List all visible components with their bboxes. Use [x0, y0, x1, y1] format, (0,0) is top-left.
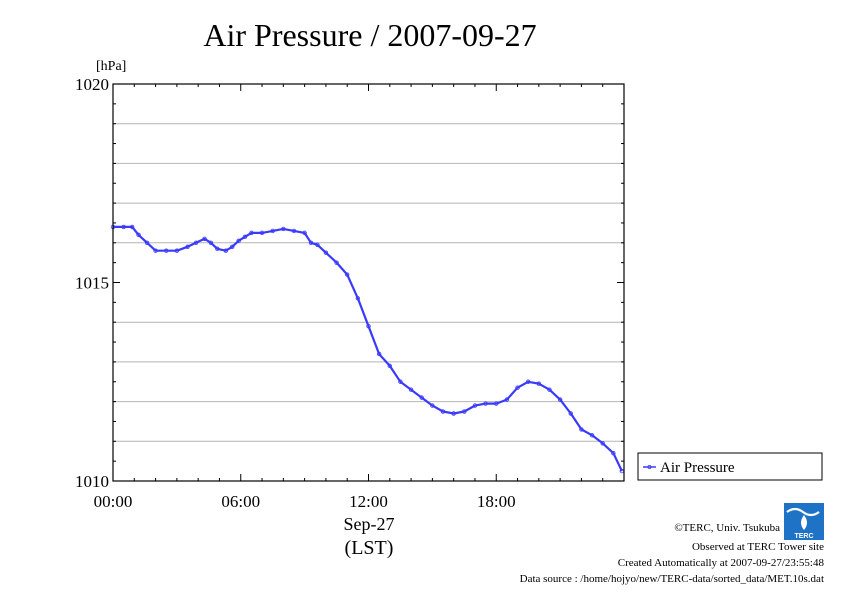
data-point [281, 226, 286, 232]
data-point [387, 363, 392, 369]
chart-title: Air Pressure / 2007-09-27 [203, 17, 536, 53]
data-point [483, 401, 488, 406]
legend: Air Pressure [637, 452, 823, 481]
data-point [249, 230, 254, 236]
data-point [315, 242, 320, 247]
legend-box [637, 452, 823, 481]
logo-wave [786, 507, 820, 517]
data-point [308, 240, 314, 245]
data-point [185, 244, 190, 249]
legend-label: Air Pressure [660, 460, 735, 476]
data-point [129, 224, 135, 230]
y-unit-label: [hPa] [96, 59, 126, 74]
x-axis-label-timezone: (LST) [345, 537, 394, 559]
data-point [236, 238, 241, 244]
data-point [504, 397, 510, 402]
legend-marker [647, 464, 652, 469]
grid-lines [113, 123, 624, 442]
data-point [589, 433, 595, 438]
data-point [419, 395, 424, 400]
data-point [494, 401, 499, 406]
data-point [193, 240, 199, 245]
y-tick-label: 1010 [75, 472, 109, 491]
credit-created: Created Automatically at 2007-09-27/23:5… [618, 557, 825, 569]
data-point [121, 224, 126, 230]
credit-source: Data source : /home/hojyo/new/TERC-data/… [520, 573, 824, 585]
data-point [579, 427, 584, 432]
data-point [230, 244, 235, 249]
credit-copyright: ©TERC, Univ. Tsukuba [674, 522, 780, 534]
data-point [202, 236, 207, 242]
data-point [472, 403, 478, 408]
data-point [398, 379, 403, 384]
data-point [302, 230, 307, 236]
x-tick-label: 00:00 [94, 492, 133, 511]
data-point [557, 397, 563, 402]
data-point [259, 230, 265, 236]
data-point [215, 246, 220, 251]
series-line [113, 225, 623, 472]
x-tick-label: 18:00 [477, 492, 516, 511]
logo-drop [801, 515, 807, 530]
terc-logo: TERC [784, 503, 824, 540]
data-point [334, 260, 339, 265]
credit-site: Observed at TERC Tower site [692, 541, 824, 553]
data-point [376, 351, 382, 357]
data-point [451, 411, 456, 416]
data-point [536, 381, 542, 386]
x-axis-label-date: Sep-27 [344, 514, 395, 534]
data-point [430, 403, 435, 408]
data-point [174, 248, 180, 253]
data-point [568, 411, 573, 416]
data-point [345, 272, 350, 277]
data-point [223, 248, 229, 253]
data-point [366, 323, 371, 329]
data-point [611, 451, 616, 456]
x-tick-label: 06:00 [221, 492, 260, 511]
data-point [600, 441, 605, 446]
data-point [270, 228, 275, 234]
data-point [515, 385, 520, 390]
data-point [440, 409, 446, 414]
data-point [153, 248, 158, 253]
series-layer [110, 224, 625, 474]
data-point [547, 387, 552, 392]
data-point [291, 228, 297, 234]
data-point [136, 232, 141, 238]
plot-frame [112, 83, 625, 482]
data-point [408, 387, 414, 392]
data-point [164, 248, 169, 253]
data-point [242, 234, 248, 240]
data-point [208, 240, 214, 245]
data-point [144, 240, 150, 245]
y-tick-label: 1020 [75, 75, 109, 94]
x-tick-label: 12:00 [349, 492, 388, 511]
data-point [525, 379, 531, 384]
y-tick-label: 1015 [75, 274, 109, 293]
data-point [355, 296, 361, 301]
logo-text: TERC [794, 533, 813, 540]
data-point [462, 409, 467, 414]
data-point [323, 250, 329, 255]
axes: 1010 1015 1020 00:00 06:00 12:00 18:00 [75, 75, 625, 511]
